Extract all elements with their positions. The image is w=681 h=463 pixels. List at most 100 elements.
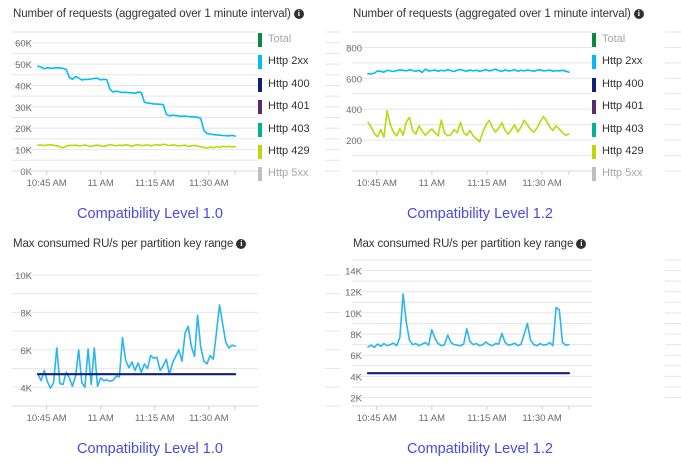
legend-item[interactable]: Http 403 — [592, 122, 644, 145]
info-icon[interactable]: i — [293, 9, 304, 19]
y-axis-tick-label: 600 — [346, 74, 362, 85]
y-axis-tick-label: 200 — [346, 136, 362, 147]
chart-title: Number of requests (aggregated over 1 mi… — [13, 8, 304, 20]
legend-label: Total — [268, 33, 292, 45]
legend-item[interactable]: Http 429 — [592, 144, 644, 167]
y-axis-tick-label: 10K — [345, 309, 363, 320]
series-line — [37, 304, 236, 389]
x-axis-tick-label: 10:45 AM — [27, 178, 67, 189]
legend-item[interactable]: Http 5xx — [592, 167, 644, 189]
legend-item[interactable]: Http 400 — [258, 77, 310, 100]
chart-svg: 4K 6K 8K 10K 10:45 AM 11 AM 11:15 AM 11:30 AM — [12, 271, 341, 424]
plot-area: 200 400 600 800 10:45 AM 11 AM 11:15 AM 11:30 A… — [340, 28, 681, 193]
y-axis-tick-label: 8K — [350, 330, 362, 341]
plot-area: 4K 6K 8K 10K 10:45 AM 11 AM 11:15 AM 11:30 AM — [0, 256, 341, 428]
legend-color-swatch — [258, 144, 262, 159]
legend-item[interactable]: Http 2xx — [592, 55, 644, 77]
y-axis-tick-label: 6K — [350, 351, 362, 362]
series-line — [37, 65, 236, 137]
legend-item[interactable]: Total — [592, 33, 644, 55]
legend-item[interactable]: Http 5xx — [258, 167, 310, 189]
legend-color-swatch — [592, 77, 596, 92]
legend-color-swatch — [258, 33, 262, 47]
x-axis-tick-label: 11:30 AM — [522, 413, 562, 424]
x-axis-tick-label: 10:45 AM — [357, 413, 397, 424]
legend-item[interactable]: Http 401 — [258, 100, 310, 122]
legend-color-swatch — [258, 100, 262, 115]
legend-label: Http 400 — [268, 77, 310, 90]
x-axis-tick-label: 11 AM — [419, 178, 445, 189]
panel-caption: Compatibility Level 1.2 — [407, 206, 553, 222]
y-axis-tick-label: 4K — [20, 383, 32, 394]
y-axis-tick-label: 4K — [350, 372, 362, 383]
legend-item[interactable]: Http 400 — [592, 77, 644, 100]
info-icon[interactable]: i — [633, 9, 644, 19]
x-axis-tick-label: 11:30 AM — [189, 178, 229, 189]
legend-item[interactable]: Http 429 — [258, 144, 310, 167]
legend-label: Http 401 — [268, 100, 310, 113]
plot-area: 0K 10K 20K 30K 40K 50K 60K 10:45 AM 11 AM 11:15 A… — [0, 28, 341, 193]
chart-panel-ru-compat-12[interactable]: Max consumed RU/s per partition key rang… — [340, 230, 681, 463]
y-axis-tick-label: 40K — [15, 81, 33, 92]
y-axis-tick-label: 30K — [15, 103, 33, 114]
x-axis-tick-label: 11:15 AM — [467, 178, 507, 189]
legend-color-swatch — [592, 122, 596, 137]
chart-svg: 200 400 600 800 10:45 AM 11 AM 11:15 AM 11:30 A… — [346, 31, 681, 189]
x-axis-tick-label: 11:15 AM — [135, 413, 175, 424]
legend-label: Http 403 — [268, 122, 310, 135]
series-line — [367, 68, 570, 75]
legend-item[interactable]: Http 2xx — [258, 55, 310, 77]
legend-label: Http 429 — [268, 144, 310, 157]
series-line — [367, 110, 570, 143]
y-axis-tick-label: 60K — [15, 39, 33, 50]
x-axis-tick-label: 10:45 AM — [27, 413, 67, 424]
y-axis-tick-label: 400 — [346, 105, 362, 116]
legend-label: Http 5xx — [268, 167, 309, 180]
charts-row-bottom: Max consumed RU/s per partition key rang… — [0, 230, 681, 463]
panel-caption: Compatibility Level 1.0 — [77, 441, 223, 457]
chart-title-text: Max consumed RU/s per partition key rang… — [353, 238, 574, 250]
chart-panel-requests-compat-12[interactable]: Number of requests (aggregated over 1 mi… — [340, 0, 681, 230]
legend-color-swatch — [258, 122, 262, 137]
legend-color-swatch — [592, 167, 596, 182]
legend-item[interactable]: Http 401 — [592, 100, 644, 122]
legend-label: Http 5xx — [602, 167, 643, 180]
chart-legend: Total Http 2xx Http 400 Http 401 Http 403 Htt… — [258, 33, 310, 190]
x-axis-tick-label: 11:15 AM — [467, 413, 507, 424]
y-axis-tick-label: 0K — [20, 167, 32, 178]
chart-title: Max consumed RU/s per partition key rang… — [353, 238, 587, 250]
x-axis-tick-label: 11 AM — [419, 413, 445, 424]
legend-label: Http 401 — [602, 100, 644, 113]
legend-label: Http 2xx — [602, 55, 643, 68]
chart-panel-ru-compat-10[interactable]: Max consumed RU/s per partition key rang… — [0, 230, 341, 463]
y-axis-tick-label: 10K — [15, 146, 33, 157]
y-axis-tick-label: 6K — [20, 346, 32, 357]
panel-caption: Compatibility Level 1.0 — [77, 206, 223, 222]
legend-item[interactable]: Http 403 — [258, 122, 310, 145]
x-axis-tick-label: 11:15 AM — [135, 178, 175, 189]
chart-title-text: Number of requests (aggregated over 1 mi… — [353, 8, 631, 20]
y-axis-tick-label: 800 — [346, 43, 362, 54]
series-line — [367, 293, 570, 349]
y-axis-tick-label: 20K — [15, 124, 33, 135]
info-icon[interactable]: i — [576, 239, 587, 249]
y-axis-tick-label: 12K — [345, 288, 363, 299]
panel-caption: Compatibility Level 1.2 — [407, 441, 553, 457]
x-axis-tick-label: 11 AM — [88, 413, 114, 424]
legend-label: Http 2xx — [268, 55, 309, 68]
legend-label: Http 429 — [602, 144, 644, 157]
y-axis-tick-label: 50K — [15, 60, 33, 71]
chart-legend: Total Http 2xx Http 400 Http 401 Http 403 Htt… — [592, 33, 644, 190]
series-line — [37, 143, 236, 149]
x-axis-tick-label: 10:45 AM — [357, 178, 397, 189]
legend-item[interactable]: Total — [258, 33, 310, 55]
chart-panel-requests-compat-10[interactable]: Number of requests (aggregated over 1 mi… — [0, 0, 341, 230]
legend-color-swatch — [592, 144, 596, 159]
legend-label: Http 400 — [602, 77, 644, 90]
y-axis-tick-label: 10K — [15, 271, 33, 282]
chart-svg: 2K 4K 6K 8K 10K 12K 14K 10:45 AM 11 AM 11:15 AM 11… — [345, 259, 681, 424]
chart-title: Number of requests (aggregated over 1 mi… — [353, 8, 644, 20]
info-icon[interactable]: i — [236, 239, 247, 249]
chart-title-text: Max consumed RU/s per partition key rang… — [13, 238, 234, 250]
